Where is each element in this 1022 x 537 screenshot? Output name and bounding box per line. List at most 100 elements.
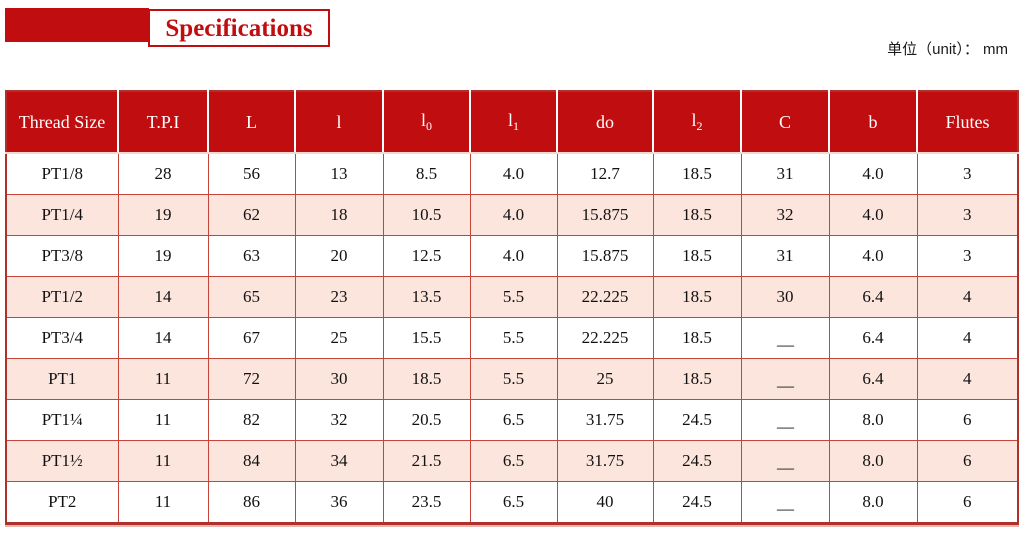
table-cell: PT1/8: [5, 152, 119, 195]
table-cell: 12.7: [556, 152, 654, 195]
table-row: PT1/2 14 65 23 13.5 5.5 22.225 18.5 30 6.4 4: [5, 276, 1019, 318]
table-cell: PT3/4: [5, 317, 119, 359]
table-cell: 56: [207, 152, 296, 195]
table-cell: 62: [207, 194, 296, 236]
table-cell: PT2: [5, 481, 119, 524]
table-cell: —: [740, 481, 830, 524]
table-cell: 25: [294, 317, 384, 359]
table-cell: 36: [294, 481, 384, 524]
table-row: PT1/8 28 56 13 8.5 4.0 12.7 18.5 31 4.0 3: [5, 152, 1019, 195]
table-cell: 34: [294, 440, 384, 482]
table-cell: 11: [117, 399, 209, 441]
table-cell: 14: [117, 317, 209, 359]
table-cell: 20.5: [382, 399, 471, 441]
table-cell: 5.5: [469, 358, 558, 400]
table-cell: 19: [117, 194, 209, 236]
table-cell: 23.5: [382, 481, 471, 524]
table-cell: —: [740, 358, 830, 400]
column-header-subscript: 1: [513, 119, 519, 133]
title-accent-bar: [5, 8, 149, 42]
table-cell: 13.5: [382, 276, 471, 318]
table-cell: 22.225: [556, 276, 654, 318]
column-header: l1: [469, 91, 557, 154]
table-cell: 4: [916, 317, 1019, 359]
table-cell: 3: [916, 152, 1019, 195]
table-cell: 12.5: [382, 235, 471, 277]
table-cell: 24.5: [652, 481, 742, 524]
table-row: PT3/4 14 67 25 15.5 5.5 22.225 18.5 — 6.4 4: [5, 317, 1019, 359]
title-box: Specifications: [148, 9, 330, 47]
table-cell: 6.4: [828, 358, 918, 400]
column-header: l: [294, 91, 383, 154]
table-cell: PT3/8: [5, 235, 119, 277]
table-cell: 4.0: [828, 152, 918, 195]
table-cell: 4: [916, 276, 1019, 318]
no-value-dash: —: [777, 458, 794, 477]
table-cell: 40: [556, 481, 654, 524]
table-cell: 10.5: [382, 194, 471, 236]
table-cell: 5.5: [469, 276, 558, 318]
column-header: Flutes: [916, 91, 1018, 154]
table-cell: —: [740, 317, 830, 359]
table-cell: 30: [740, 276, 830, 318]
table-cell: 65: [207, 276, 296, 318]
table-cell: PT1: [5, 358, 119, 400]
table-cell: 18.5: [382, 358, 471, 400]
table-row: PT1¼ 11 82 32 20.5 6.5 31.75 24.5 — 8.0 6: [5, 399, 1019, 441]
table-cell: 21.5: [382, 440, 471, 482]
column-header: do: [556, 91, 653, 154]
table-cell: 18: [294, 194, 384, 236]
column-header-subscript: 0: [426, 119, 432, 133]
table-cell: 63: [207, 235, 296, 277]
table-cell: 8.0: [828, 481, 918, 524]
table-cell: 18.5: [652, 194, 742, 236]
table-cell: 6.5: [469, 481, 558, 524]
table-cell: —: [740, 399, 830, 441]
column-header: T.P.I: [117, 91, 208, 154]
table-cell: 6.5: [469, 440, 558, 482]
spec-table-body: PT1/8 28 56 13 8.5 4.0 12.7 18.5 31 4.0 3 PT1/4 19 62…: [5, 152, 1019, 524]
table-cell: PT1/2: [5, 276, 119, 318]
no-value-dash: —: [777, 417, 794, 436]
table-cell: 18.5: [652, 152, 742, 195]
table-cell: 13: [294, 152, 384, 195]
table-cell: 24.5: [652, 399, 742, 441]
table-cell: 18.5: [652, 235, 742, 277]
table-cell: 31: [740, 235, 830, 277]
table-cell: PT1½: [5, 440, 119, 482]
column-header: b: [828, 91, 917, 154]
table-cell: 25: [556, 358, 654, 400]
table-cell: PT1¼: [5, 399, 119, 441]
table-cell: 22.225: [556, 317, 654, 359]
table-row: PT2 11 86 36 23.5 6.5 40 24.5 — 8.0 6: [5, 481, 1019, 524]
table-cell: 14: [117, 276, 209, 318]
table-cell: 24.5: [652, 440, 742, 482]
column-header: C: [740, 91, 829, 154]
table-cell: 15.5: [382, 317, 471, 359]
table-cell: 6.5: [469, 399, 558, 441]
table-cell: 6: [916, 440, 1019, 482]
table-cell: 11: [117, 440, 209, 482]
table-cell: 6: [916, 481, 1019, 524]
table-cell: 4.0: [469, 235, 558, 277]
table-cell: 82: [207, 399, 296, 441]
table-cell: 15.875: [556, 194, 654, 236]
table-cell: 67: [207, 317, 296, 359]
table-cell: 4.0: [469, 152, 558, 195]
table-cell: 8.5: [382, 152, 471, 195]
column-header: l0: [382, 91, 470, 154]
table-cell: 6.4: [828, 276, 918, 318]
table-cell: 5.5: [469, 317, 558, 359]
column-header: l2: [652, 91, 741, 154]
table-cell: 4.0: [828, 235, 918, 277]
table-cell: 3: [916, 235, 1019, 277]
table-cell: 15.875: [556, 235, 654, 277]
table-cell: 18.5: [652, 276, 742, 318]
table-cell: 6.4: [828, 317, 918, 359]
table-cell: 8.0: [828, 399, 918, 441]
table-cell: 4: [916, 358, 1019, 400]
table-cell: 31: [740, 152, 830, 195]
